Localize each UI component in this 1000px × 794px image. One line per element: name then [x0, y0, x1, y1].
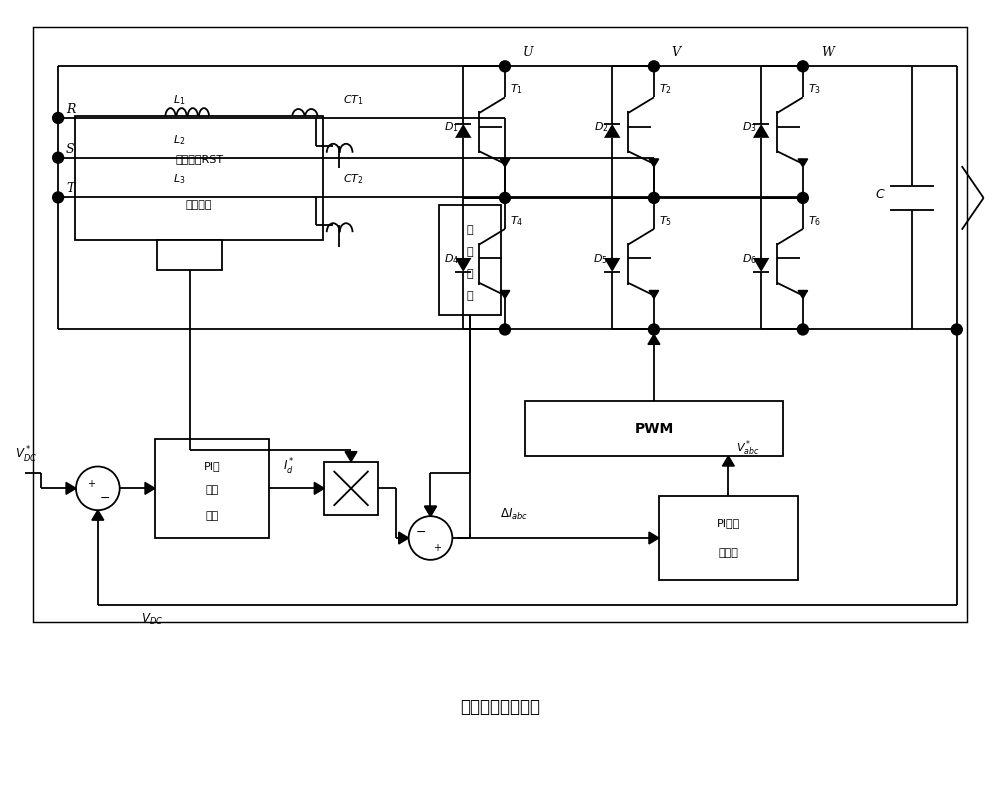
Text: 电: 电	[467, 225, 474, 235]
Circle shape	[500, 192, 510, 203]
Circle shape	[53, 113, 64, 123]
Polygon shape	[500, 291, 510, 299]
Circle shape	[648, 324, 659, 335]
Circle shape	[951, 324, 962, 335]
Circle shape	[648, 192, 659, 203]
Text: $T_3$: $T_3$	[808, 83, 821, 96]
Text: +: +	[433, 543, 441, 553]
Text: W: W	[821, 46, 834, 60]
Polygon shape	[425, 507, 436, 516]
Circle shape	[53, 192, 64, 203]
Polygon shape	[753, 124, 769, 138]
Text: $D_3$: $D_3$	[742, 120, 757, 134]
Circle shape	[53, 152, 64, 163]
FancyBboxPatch shape	[75, 116, 323, 240]
Polygon shape	[314, 483, 324, 495]
Text: PI电流: PI电流	[717, 518, 740, 528]
Circle shape	[500, 61, 510, 71]
Polygon shape	[92, 511, 104, 520]
Text: $I^*_d$: $I^*_d$	[283, 457, 294, 476]
Polygon shape	[722, 456, 734, 466]
Text: 电源电压RST: 电源电压RST	[175, 154, 223, 164]
Text: U: U	[523, 46, 533, 60]
Polygon shape	[425, 507, 436, 516]
Text: $T_2$: $T_2$	[659, 83, 672, 96]
Polygon shape	[455, 124, 471, 138]
Text: 检: 检	[467, 269, 474, 279]
Text: 压调: 压调	[205, 485, 219, 495]
Polygon shape	[399, 532, 409, 544]
Text: $T_1$: $T_1$	[510, 83, 523, 96]
Text: T: T	[66, 183, 74, 195]
Text: 调节器: 调节器	[718, 548, 738, 558]
FancyBboxPatch shape	[439, 206, 501, 314]
Text: $T_4$: $T_4$	[510, 214, 523, 228]
Circle shape	[648, 61, 659, 71]
Polygon shape	[798, 291, 808, 299]
Text: 直流母线电压检测: 直流母线电压检测	[460, 698, 540, 716]
Text: $\Delta I_{abc}$: $\Delta I_{abc}$	[500, 507, 528, 522]
Text: −: −	[415, 526, 426, 538]
Polygon shape	[649, 291, 659, 299]
Text: $D_5$: $D_5$	[593, 252, 608, 265]
FancyBboxPatch shape	[157, 240, 222, 270]
Text: $L_3$: $L_3$	[173, 172, 185, 187]
Polygon shape	[345, 452, 357, 461]
Text: $T_5$: $T_5$	[659, 214, 672, 228]
Text: $L_1$: $L_1$	[173, 93, 185, 107]
Text: $V^*_{abc}$: $V^*_{abc}$	[736, 438, 760, 457]
Polygon shape	[604, 124, 620, 138]
Text: PWM: PWM	[634, 422, 674, 436]
Circle shape	[409, 516, 452, 560]
Text: $V^*_{DC}$: $V^*_{DC}$	[15, 445, 38, 464]
Text: 流: 流	[467, 247, 474, 257]
Text: −: −	[100, 491, 110, 505]
Circle shape	[76, 467, 120, 511]
Polygon shape	[798, 159, 808, 167]
Text: $D_1$: $D_1$	[444, 120, 459, 134]
Text: R: R	[66, 103, 75, 116]
Circle shape	[797, 61, 808, 71]
Polygon shape	[455, 258, 471, 272]
Text: $C$: $C$	[875, 188, 886, 201]
Polygon shape	[649, 532, 659, 544]
FancyBboxPatch shape	[155, 439, 269, 538]
Polygon shape	[145, 483, 155, 495]
Text: PI电: PI电	[204, 461, 220, 472]
Polygon shape	[753, 258, 769, 272]
FancyBboxPatch shape	[324, 461, 378, 515]
Text: S: S	[66, 143, 75, 156]
Text: 测: 测	[467, 291, 474, 301]
Text: $CT_2$: $CT_2$	[343, 172, 364, 187]
FancyBboxPatch shape	[659, 495, 798, 580]
Circle shape	[797, 324, 808, 335]
Text: $D_2$: $D_2$	[594, 120, 608, 134]
Text: $CT_1$: $CT_1$	[343, 93, 364, 107]
Polygon shape	[648, 334, 660, 345]
Text: 节器: 节器	[205, 511, 219, 521]
Circle shape	[797, 192, 808, 203]
Polygon shape	[500, 159, 510, 167]
Text: $L_2$: $L_2$	[173, 133, 185, 147]
Polygon shape	[66, 483, 76, 495]
Polygon shape	[604, 258, 620, 272]
Text: V: V	[672, 46, 681, 60]
Circle shape	[500, 324, 510, 335]
Text: $D_4$: $D_4$	[444, 252, 459, 265]
Text: 相位检测: 相位检测	[186, 200, 212, 210]
Text: $T_6$: $T_6$	[808, 214, 821, 228]
FancyBboxPatch shape	[525, 402, 783, 456]
Text: +: +	[87, 480, 95, 489]
Text: $V_{DC}$: $V_{DC}$	[141, 611, 164, 626]
Polygon shape	[649, 159, 659, 167]
Text: $D_6$: $D_6$	[742, 252, 757, 265]
